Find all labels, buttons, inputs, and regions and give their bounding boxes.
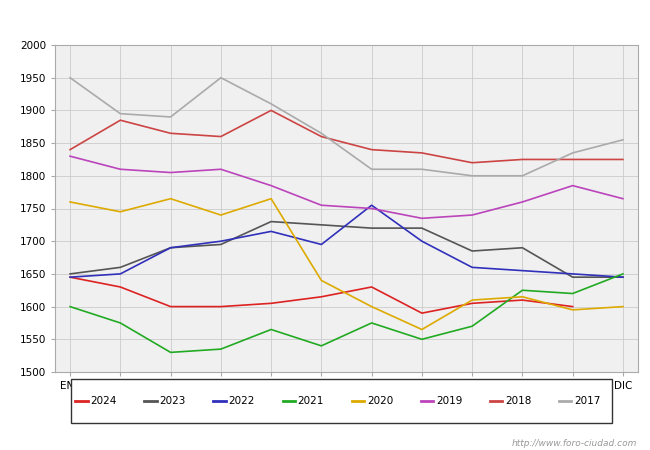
Text: Afiliados en Andorra a 30/11/2024: Afiliados en Andorra a 30/11/2024	[188, 13, 462, 27]
Text: 2017: 2017	[574, 396, 601, 406]
FancyBboxPatch shape	[71, 379, 612, 423]
Text: 2021: 2021	[298, 396, 324, 406]
Text: 2018: 2018	[505, 396, 531, 406]
Text: 2024: 2024	[90, 396, 117, 406]
Text: 2020: 2020	[367, 396, 393, 406]
Text: 2022: 2022	[229, 396, 255, 406]
Text: 2019: 2019	[436, 396, 462, 406]
Text: http://www.foro-ciudad.com: http://www.foro-ciudad.com	[512, 439, 637, 448]
Text: 2023: 2023	[160, 396, 186, 406]
